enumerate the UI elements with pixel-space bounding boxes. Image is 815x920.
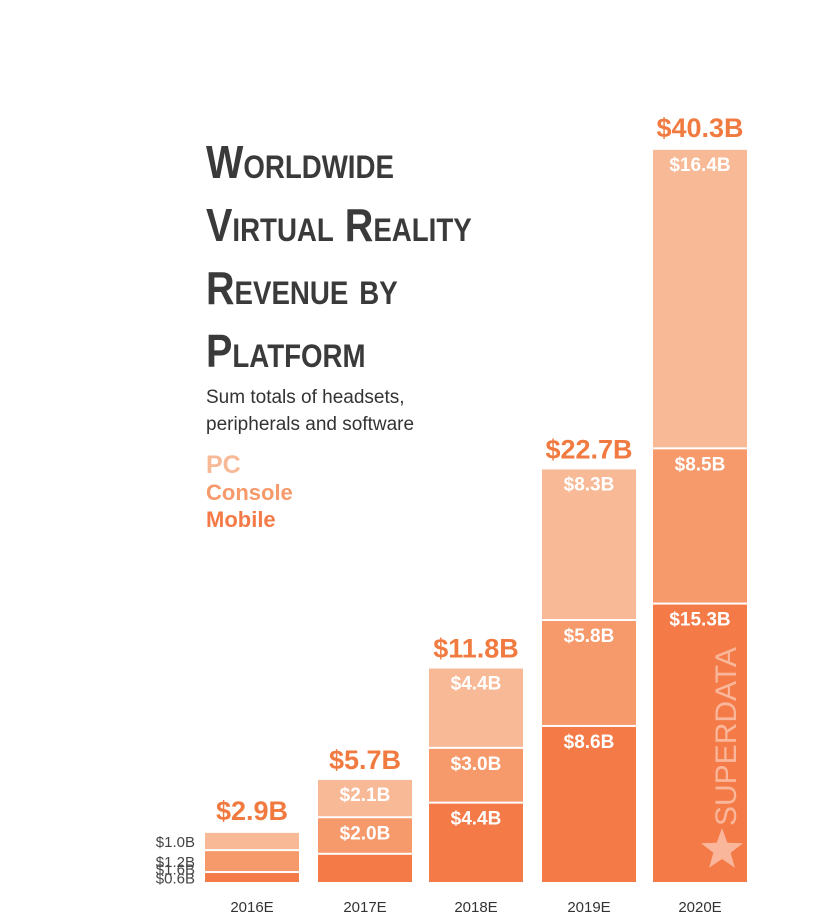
chart-title: Worldwide Virtual Reality Revenue by Platfo… xyxy=(206,137,472,377)
watermark-star xyxy=(701,828,743,868)
total-label: $2.9B xyxy=(216,796,288,826)
data-label: $2.1B xyxy=(340,785,391,806)
total-label: $11.8B xyxy=(433,633,519,663)
bar-segment xyxy=(318,854,412,882)
x-tick-label: 2019E xyxy=(567,899,610,916)
total-label: $5.7B xyxy=(329,745,401,775)
data-label: $1.2B xyxy=(156,854,195,871)
data-label: $1.6B xyxy=(156,861,195,878)
data-label: $15.3B xyxy=(669,610,730,631)
bar-segment xyxy=(205,832,299,850)
bar-segment xyxy=(542,726,636,882)
legend-label: Mobile xyxy=(206,507,276,532)
total-label: $40.3B xyxy=(656,113,743,143)
bar-segment xyxy=(318,779,412,817)
bar-segment xyxy=(542,469,636,620)
bar-segment xyxy=(429,668,523,747)
bar-segment xyxy=(205,873,299,882)
data-label: $16.4B xyxy=(669,155,730,176)
bar-segment xyxy=(429,803,523,882)
bar-segment xyxy=(205,851,299,872)
data-label: $1.0B xyxy=(156,834,195,851)
total-label: $22.7B xyxy=(545,434,632,464)
data-label: $5.8B xyxy=(564,626,615,647)
x-tick-label: 2017E xyxy=(343,899,386,916)
data-label: $2.0B xyxy=(340,823,391,844)
bar-segment xyxy=(429,748,523,802)
x-tick-label: 2020E xyxy=(678,899,721,916)
data-label: $8.5B xyxy=(675,454,726,475)
chart-subtitle: Sum totals of headsets, peripherals and s… xyxy=(206,387,414,435)
bar-segment xyxy=(542,621,636,725)
x-tick-label: 2016E xyxy=(230,899,273,916)
data-label: $8.6B xyxy=(564,732,615,753)
watermark: SUPERDATA xyxy=(710,647,743,826)
bar-segment xyxy=(653,149,747,448)
x-tick-label: 2018E xyxy=(454,899,497,916)
legend-label: Console xyxy=(206,480,293,505)
data-label: $3.0B xyxy=(451,754,502,775)
data-label: $0.6B xyxy=(156,871,195,888)
bar-segment xyxy=(653,604,747,882)
data-label: $4.4B xyxy=(451,673,502,694)
data-label: $4.4B xyxy=(451,809,502,830)
bar-segment xyxy=(653,449,747,603)
legend-label: PC xyxy=(206,451,241,479)
data-label: $8.3B xyxy=(564,474,615,495)
bar-segment xyxy=(318,818,412,853)
